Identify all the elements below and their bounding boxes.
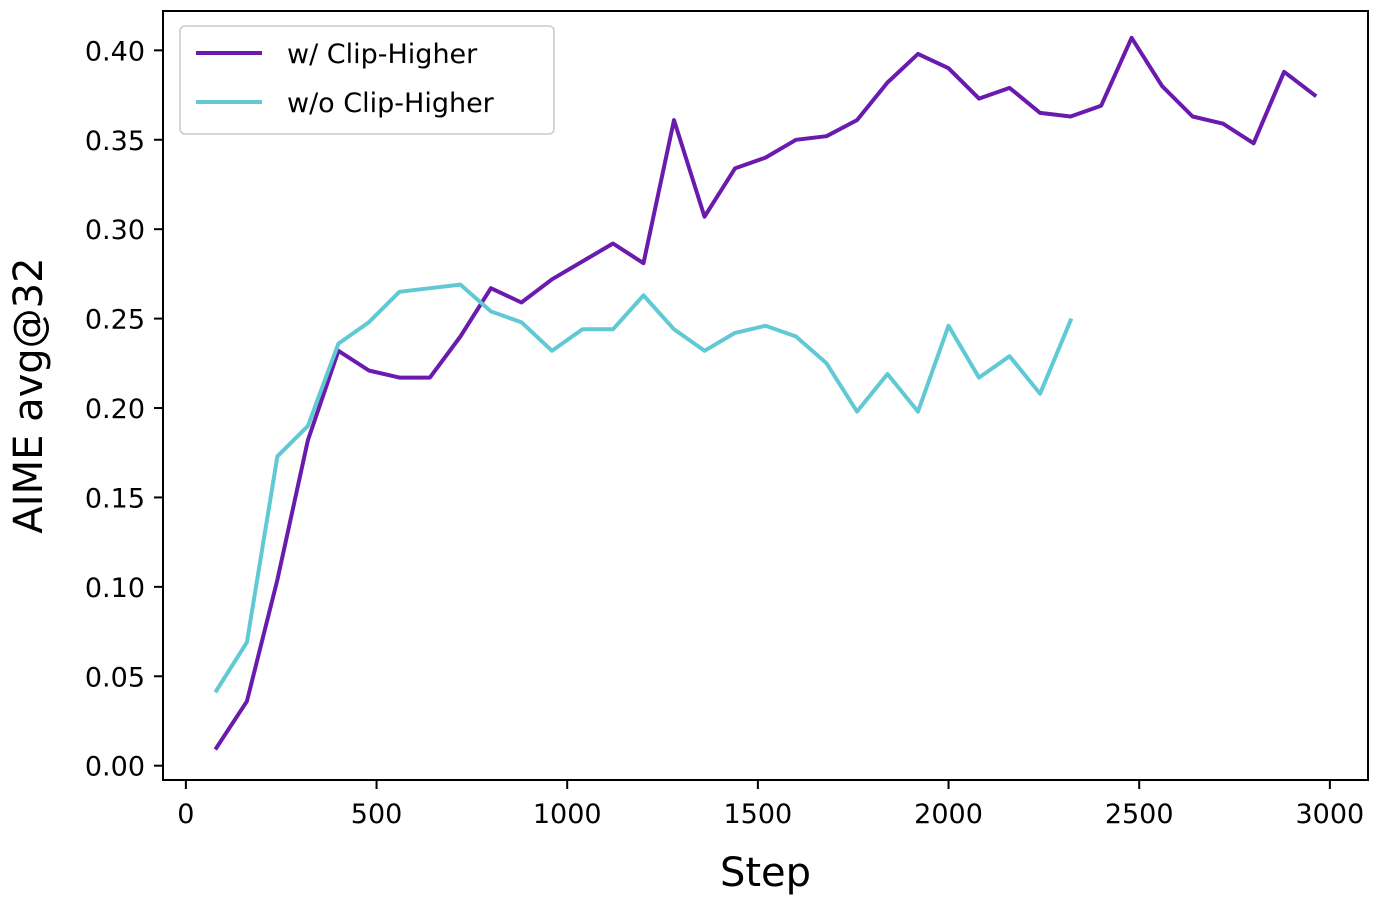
y-tick-label: 0.20	[85, 394, 145, 425]
legend-label-without-clip-higher: w/o Clip-Higher	[287, 88, 495, 119]
y-tick-label: 0.35	[85, 126, 145, 157]
y-axis-label: AIME avg@32	[6, 257, 52, 533]
y-tick-label: 0.25	[85, 305, 145, 336]
x-tick-label: 1000	[533, 799, 602, 830]
x-axis: 0 500 1000 1500 2000 2500 3000	[177, 780, 1364, 830]
x-tick-label: 500	[351, 799, 403, 830]
x-tick-label: 2000	[914, 799, 983, 830]
y-tick-label: 0.40	[85, 36, 145, 67]
x-axis-label: Step	[720, 850, 811, 896]
x-tick-label: 0	[177, 799, 194, 830]
y-axis: 0.00 0.05 0.10 0.15 0.20 0.25 0.30 0.35 0.40	[85, 36, 163, 783]
x-tick-label: 1500	[724, 799, 793, 830]
series-line-0	[213, 35, 1318, 751]
y-tick-label: 0.00	[85, 752, 145, 783]
plot-frame	[162, 10, 1369, 781]
y-tick-label: 0.10	[85, 573, 145, 604]
x-tick-label: 3000	[1296, 799, 1365, 830]
series-line-1	[213, 282, 1074, 694]
series-layer	[213, 35, 1318, 751]
x-tick-label: 2500	[1105, 799, 1174, 830]
legend-box	[179, 25, 555, 135]
legend: w/ Clip-Higher w/o Clip-Higher	[179, 25, 555, 135]
y-tick-label: 0.30	[85, 215, 145, 246]
y-tick-label: 0.15	[85, 483, 145, 514]
legend-label-with-clip-higher: w/ Clip-Higher	[287, 39, 478, 70]
y-tick-label: 0.05	[85, 662, 145, 693]
